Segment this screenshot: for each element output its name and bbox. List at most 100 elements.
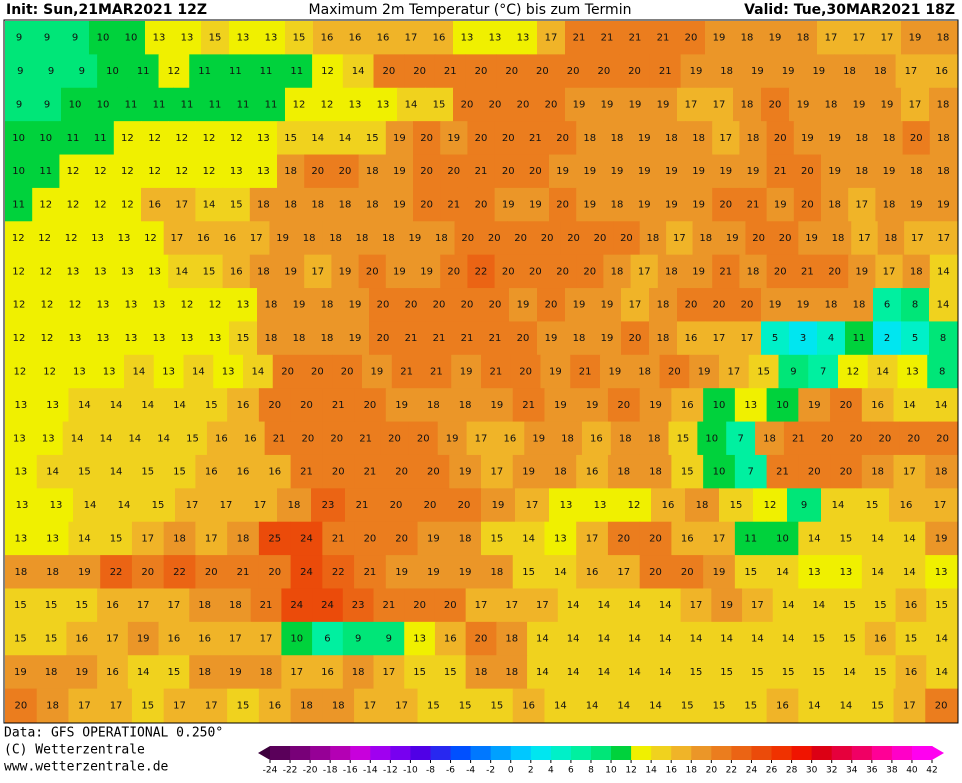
- temperature-value: 19: [769, 33, 782, 44]
- field-cell: [467, 254, 496, 289]
- field-cell: [304, 121, 332, 156]
- field-cell: [651, 488, 686, 523]
- temperature-value: 9: [386, 634, 392, 645]
- colorbar-segment: [490, 746, 512, 760]
- temperature-value: 14: [937, 266, 950, 277]
- colorbar-segment: [530, 746, 552, 760]
- field-cell: [680, 621, 712, 656]
- temperature-value: 19: [801, 133, 814, 144]
- field-cell: [272, 354, 303, 389]
- field-cell: [772, 588, 804, 623]
- field-cell: [362, 354, 393, 389]
- field-cell: [243, 354, 274, 389]
- temperature-value: 17: [175, 200, 188, 211]
- field-cell: [742, 54, 774, 89]
- temperature-value: 21: [774, 166, 787, 177]
- temperature-value: 13: [209, 333, 222, 344]
- field-cell: [576, 521, 609, 556]
- temperature-value: 20: [936, 433, 949, 444]
- field-cell: [544, 555, 577, 589]
- field-cell: [229, 288, 258, 322]
- temperature-value: 21: [356, 500, 369, 511]
- temperature-value: 11: [125, 99, 138, 110]
- field-cell: [61, 21, 90, 55]
- field-cell: [821, 154, 849, 189]
- field-cell: [375, 221, 403, 256]
- temperature-value: 17: [78, 700, 91, 711]
- temperature-value: 19: [805, 233, 818, 244]
- field-cell: [588, 588, 620, 623]
- field-cell: [304, 254, 332, 289]
- temperature-value: 12: [12, 266, 25, 277]
- temperature-value: 12: [69, 300, 82, 311]
- colorbar-segment: [270, 746, 291, 760]
- temperature-value: 14: [876, 367, 889, 378]
- field-cell: [127, 621, 160, 656]
- field-cell: [257, 87, 286, 122]
- field-cell: [929, 288, 958, 322]
- temperature-value: 17: [260, 634, 273, 645]
- temperature-value: 20: [935, 700, 948, 711]
- field-cell: [793, 254, 822, 289]
- temperature-value: 16: [321, 667, 334, 678]
- temperature-value: 21: [447, 200, 460, 211]
- field-cell: [778, 354, 809, 389]
- field-cell: [630, 154, 659, 189]
- field-cell: [680, 655, 712, 690]
- temperature-value: 14: [567, 634, 580, 645]
- temperature-value: 17: [881, 33, 894, 44]
- field-cell: [322, 688, 355, 723]
- field-cell: [281, 621, 313, 656]
- field-cell: [527, 655, 559, 690]
- field-cell: [481, 87, 510, 122]
- field-cell: [145, 321, 174, 356]
- field-cell: [861, 388, 895, 423]
- field-cell: [68, 521, 101, 556]
- field-cell: [766, 454, 799, 489]
- temperature-value: 13: [377, 99, 390, 110]
- temperature-value: 14: [141, 400, 154, 411]
- temperature-value: 17: [254, 500, 267, 511]
- field-cell: [603, 254, 632, 289]
- field-cell: [772, 54, 804, 89]
- field-cell: [113, 254, 142, 289]
- field-cell: [494, 254, 523, 289]
- temperature-value: 20: [556, 200, 569, 211]
- field-cell: [798, 221, 826, 256]
- field-cell: [449, 388, 482, 423]
- temperature-value: 13: [97, 300, 110, 311]
- field-cell: [705, 87, 734, 122]
- field-cell: [685, 154, 713, 189]
- field-cell: [195, 388, 228, 423]
- field-cell: [97, 655, 129, 690]
- temperature-value: 21: [332, 533, 345, 544]
- field-cell: [219, 588, 252, 623]
- field-cell: [533, 221, 561, 256]
- field-cell: [928, 421, 958, 456]
- field-cell: [481, 521, 514, 556]
- field-cell: [512, 388, 545, 423]
- field-cell: [617, 488, 652, 523]
- field-cell: [229, 321, 258, 356]
- field-cell: [341, 321, 370, 356]
- field-cell: [895, 655, 927, 690]
- temperature-value: 15: [874, 667, 887, 678]
- temperature-value: 19: [393, 200, 406, 211]
- temperature-value: 20: [502, 266, 515, 277]
- temperature-value: 19: [808, 400, 821, 411]
- field-cell: [901, 288, 930, 322]
- temperature-value: 19: [532, 433, 545, 444]
- temperature-value: 20: [519, 367, 532, 378]
- temperature-value: 16: [874, 634, 887, 645]
- field-cell: [290, 388, 323, 423]
- temperature-value: 14: [78, 533, 91, 544]
- temperature-value: 3: [800, 333, 806, 344]
- field-cell: [222, 121, 251, 156]
- field-cell: [557, 621, 589, 656]
- temperature-value: 14: [405, 99, 418, 110]
- temperature-field: [5, 21, 958, 723]
- field-cell: [345, 488, 380, 523]
- field-cell: [719, 354, 750, 389]
- field-cell: [649, 54, 682, 89]
- temperature-value: 20: [801, 166, 814, 177]
